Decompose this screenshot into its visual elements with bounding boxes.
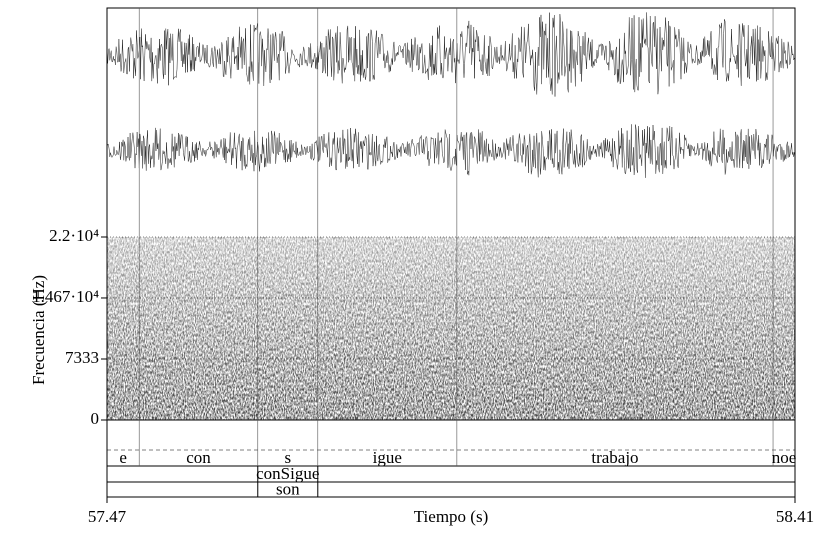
tier-label: e (119, 448, 127, 467)
y-axis-label: Frecuencia (Hz) (29, 275, 48, 385)
x-tick-label: 57.47 (88, 507, 127, 526)
signal-display (106, 12, 795, 420)
tier-label: con (186, 448, 211, 467)
tier-label: trabajo (591, 448, 638, 467)
tier-label: noe (772, 448, 797, 467)
tier-label: igue (373, 448, 402, 467)
tier-label: s (284, 448, 291, 467)
y-tick-label: 1.467·10⁴ (32, 287, 99, 306)
tier-label: conSigue (256, 464, 319, 483)
y-tick-label: 2.2·10⁴ (49, 226, 99, 245)
y-tick-label: 7333 (65, 348, 99, 367)
waveform (106, 124, 795, 178)
spectrogram-fade (107, 237, 795, 420)
plot-frame (106, 7, 796, 498)
waveform (106, 12, 795, 97)
x-axis-label: Tiempo (s) (414, 507, 488, 526)
tier-label: son (276, 479, 300, 498)
y-tick-label: 0 (91, 409, 100, 428)
x-tick-label: 58.41 (776, 507, 814, 526)
